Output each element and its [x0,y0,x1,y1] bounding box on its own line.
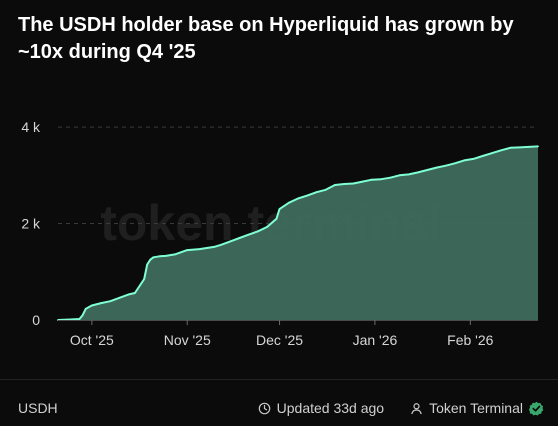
data-point [109,300,112,303]
data-point [152,256,155,259]
data-point [417,171,419,174]
data-point [127,293,130,296]
data-point [380,178,382,181]
data-point [454,162,456,165]
x-tick-label: Dec '25 [256,332,303,348]
data-point [186,249,189,252]
verified-badge-icon [529,401,544,416]
data-point [143,278,146,280]
data-point [266,226,269,228]
y-tick-label: 2 k [21,216,41,232]
data-point [361,180,364,183]
footer-divider [0,379,558,380]
x-tick-label: Oct '25 [70,332,114,348]
user-icon [411,402,422,414]
data-point [334,184,336,186]
data-point [164,255,167,257]
updated-label: Updated 33d ago [276,400,385,416]
data-point [426,169,429,171]
data-point [275,217,278,220]
x-tick-label: Nov '25 [164,332,211,348]
data-point [238,237,241,239]
data-point [146,263,149,266]
data-point [509,146,512,149]
data-point [297,197,299,200]
data-point [149,258,152,261]
data-point [435,166,438,169]
data-point [343,183,346,185]
data-point [315,191,318,194]
y-tick-label: 0 [32,312,40,328]
data-point [118,296,121,299]
data-point [537,145,539,148]
data-point [90,304,93,307]
data-point [158,255,161,258]
data-point [257,230,259,233]
data-point [198,248,201,251]
data-point [81,314,84,317]
data-point [174,253,176,256]
data-point [220,243,223,246]
data-point [518,146,521,149]
data-point [78,318,81,320]
data-point [229,240,232,243]
data-point [352,182,355,185]
data-point [100,302,102,304]
data-point [389,176,392,179]
footer: USDH Updated 33d ago Token Terminal [18,400,544,416]
asset-label: USDH [18,400,58,416]
data-point [214,245,216,248]
data-point [398,174,401,177]
series-area [58,146,538,320]
data-point [527,146,530,148]
source-label: Token Terminal [429,400,523,416]
clock-icon [258,402,270,414]
x-tick-label: Feb '26 [447,332,493,348]
data-point [481,155,484,157]
data-point [134,292,136,294]
data-point [463,159,466,162]
data-point [490,152,493,155]
data-point [69,318,72,321]
data-point [306,194,309,197]
x-tick-label: Jan '26 [353,332,398,348]
data-point [444,164,447,167]
data-point [472,158,475,160]
data-point [84,308,87,310]
data-point [278,208,281,211]
data-point [287,201,290,204]
data-point [370,178,373,181]
data-point [407,173,410,176]
data-point [247,233,250,236]
chart-title: The USDH holder base on Hyperliquid has … [18,14,514,63]
data-point [500,149,502,152]
data-point [324,188,327,191]
y-tick-label: 4 k [21,119,41,135]
